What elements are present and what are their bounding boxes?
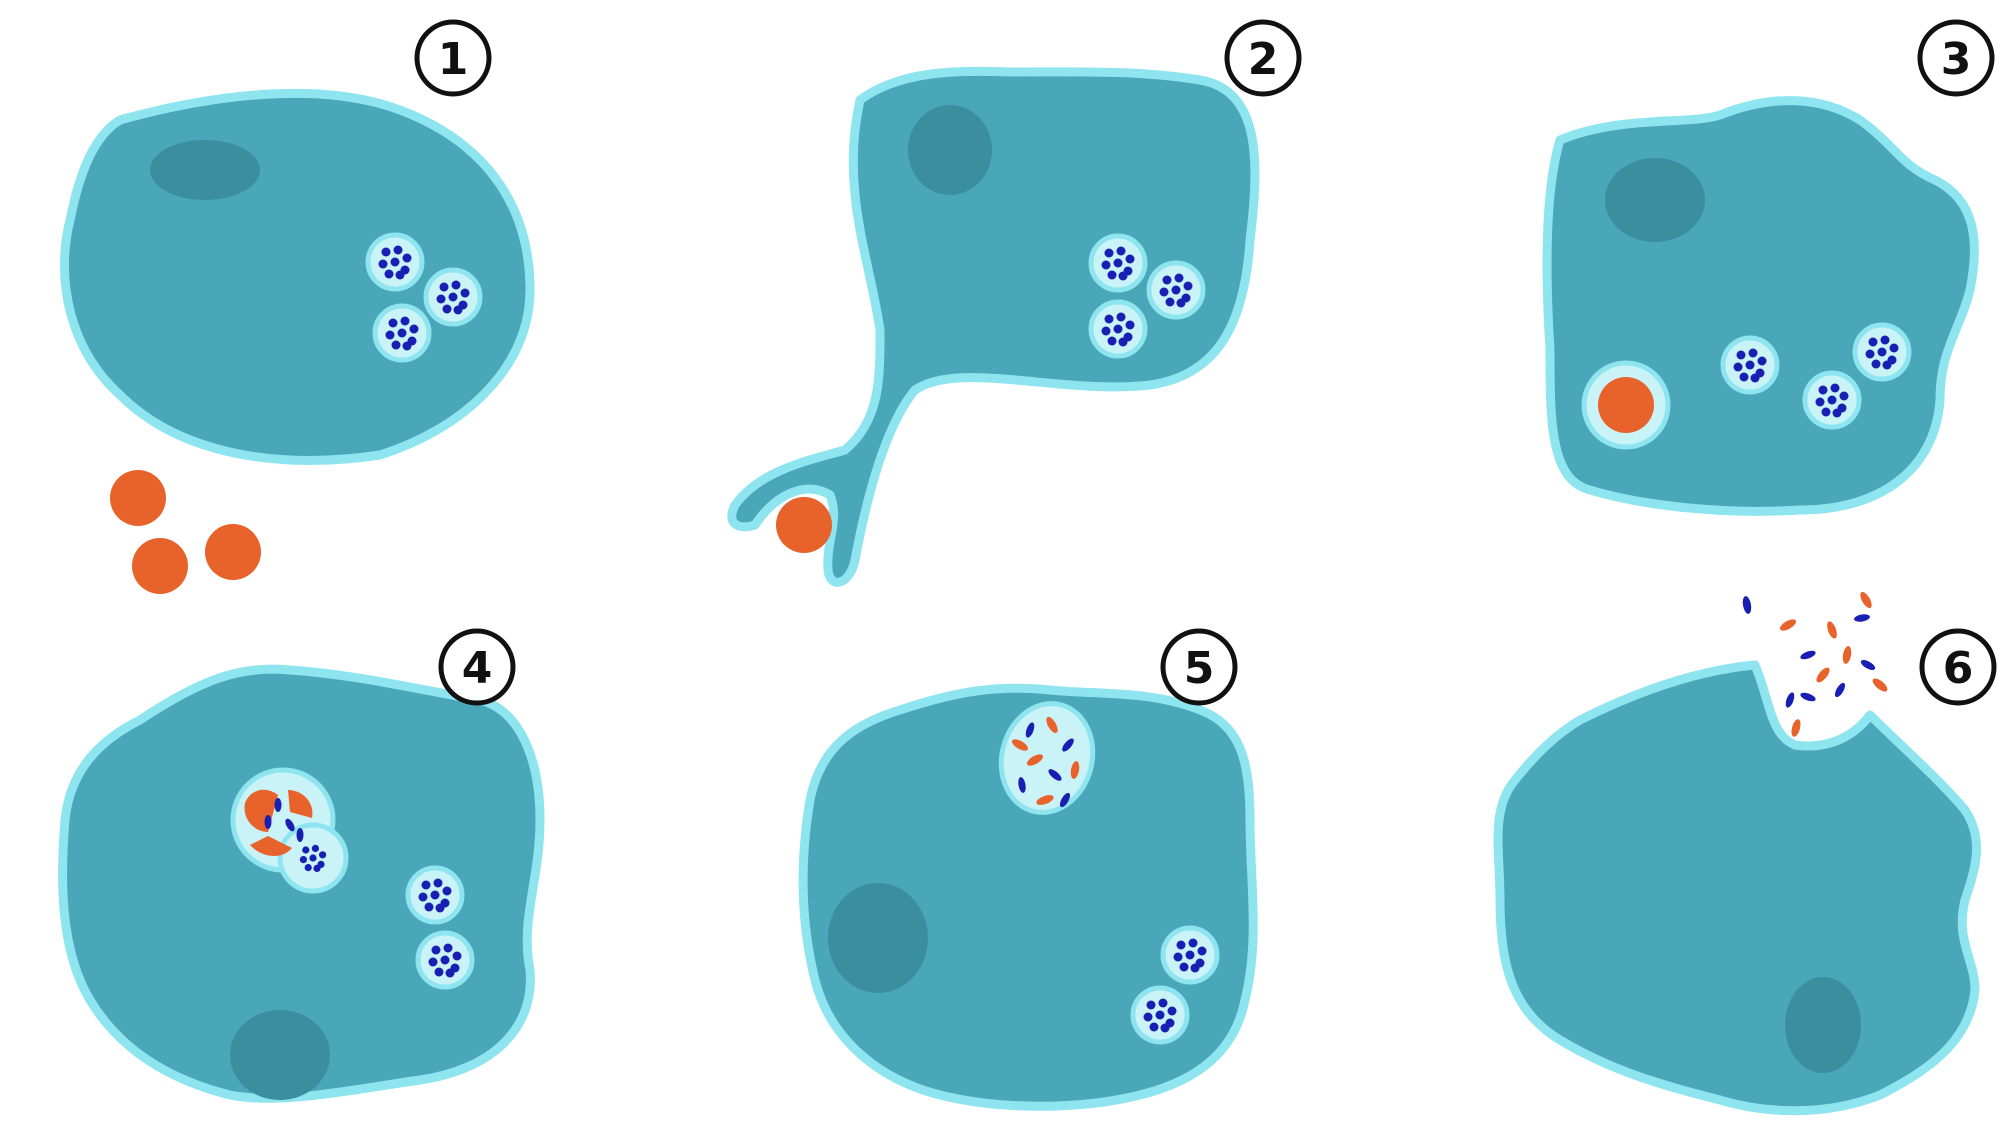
nucleus — [828, 883, 928, 993]
released-debris — [1742, 591, 1888, 737]
bacterium — [205, 524, 261, 580]
lysosome-vesicle — [423, 267, 483, 327]
stage-6-exocytosis — [1493, 591, 1982, 1116]
lysosome-vesicle — [372, 303, 432, 363]
cell-body — [1493, 660, 1982, 1116]
step-number: 3 — [1941, 34, 1972, 85]
lysosome-vesicle — [405, 865, 465, 925]
cell-body-with-pseudopod — [727, 66, 1260, 587]
step-badge-4: 4 — [438, 628, 516, 706]
lysosome-vesicle — [1130, 985, 1190, 1045]
lysosome-vesicle — [1160, 925, 1220, 985]
stage-1-cell-and-bacteria — [59, 88, 535, 594]
step-number: 1 — [438, 34, 469, 85]
lysosome-vesicle — [1720, 335, 1780, 395]
lysosome-vesicle — [365, 232, 425, 292]
lysosome-vesicle — [415, 930, 475, 990]
nucleus — [1605, 158, 1705, 242]
stage-4-phagolysosome-fusion — [58, 664, 545, 1103]
step-badge-1: 1 — [414, 19, 492, 97]
lysosome-vesicle — [1088, 233, 1148, 293]
step-badge-6: 6 — [1919, 628, 1997, 706]
lysosome-vesicle — [1802, 370, 1862, 430]
step-number: 2 — [1248, 34, 1279, 85]
bacterium — [132, 538, 188, 594]
step-number: 4 — [462, 643, 493, 694]
stage-5-digestion — [798, 683, 1258, 1111]
step-badge-5: 5 — [1160, 628, 1238, 706]
fusing-phagolysosome — [230, 767, 349, 894]
step-number: 6 — [1943, 643, 1974, 694]
stage-3-phagosome-formed — [1542, 96, 1979, 516]
step-badge-2: 2 — [1224, 19, 1302, 97]
step-badge-3: 3 — [1917, 19, 1995, 97]
nucleus — [1785, 977, 1861, 1073]
digestive-vacuole — [998, 701, 1096, 815]
stage-2-pseudopod-engulfing — [727, 66, 1260, 587]
nucleus — [908, 105, 992, 195]
cell-body — [1542, 96, 1979, 516]
lysosome-vesicle — [1146, 260, 1206, 320]
nucleus — [150, 140, 260, 200]
nucleus — [230, 1010, 330, 1100]
bacterium — [110, 470, 166, 526]
bacterium — [1598, 377, 1654, 433]
step-number: 5 — [1184, 643, 1215, 694]
lysosome-vesicle — [1852, 322, 1912, 382]
lysosome-vesicle — [1088, 299, 1148, 359]
bacterium — [776, 497, 832, 553]
